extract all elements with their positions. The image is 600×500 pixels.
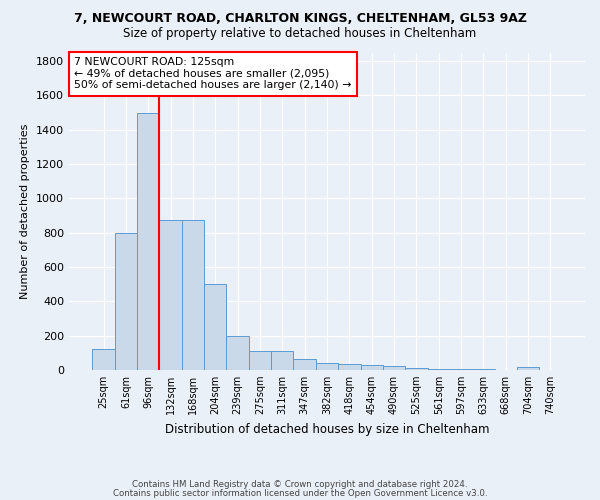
Bar [249,351,271,370]
Text: 7 NEWCOURT ROAD: 125sqm
← 49% of detached houses are smaller (2,095)
50% of semi: 7 NEWCOURT ROAD: 125sqm ← 49% of detache… [74,58,352,90]
Text: Contains HM Land Registry data © Crown copyright and database right 2024.: Contains HM Land Registry data © Crown c… [132,480,468,489]
Bar [517,368,539,370]
Bar [182,220,204,370]
Bar [450,369,472,370]
Text: Size of property relative to detached houses in Cheltenham: Size of property relative to detached ho… [124,28,476,40]
Bar [271,351,293,370]
Bar [338,364,361,370]
Bar [204,284,226,370]
X-axis label: Distribution of detached houses by size in Cheltenham: Distribution of detached houses by size … [165,422,489,436]
Bar [316,363,338,370]
Bar [428,369,450,370]
Bar [472,369,494,370]
Bar [293,359,316,370]
Text: Contains public sector information licensed under the Open Government Licence v3: Contains public sector information licen… [113,489,487,498]
Bar [160,220,182,370]
Text: 7, NEWCOURT ROAD, CHARLTON KINGS, CHELTENHAM, GL53 9AZ: 7, NEWCOURT ROAD, CHARLTON KINGS, CHELTE… [74,12,527,26]
Y-axis label: Number of detached properties: Number of detached properties [20,124,31,299]
Bar [226,336,249,370]
Bar [137,112,160,370]
Bar [383,366,405,370]
Bar [115,232,137,370]
Bar [405,368,428,370]
Bar [361,365,383,370]
Bar [92,348,115,370]
